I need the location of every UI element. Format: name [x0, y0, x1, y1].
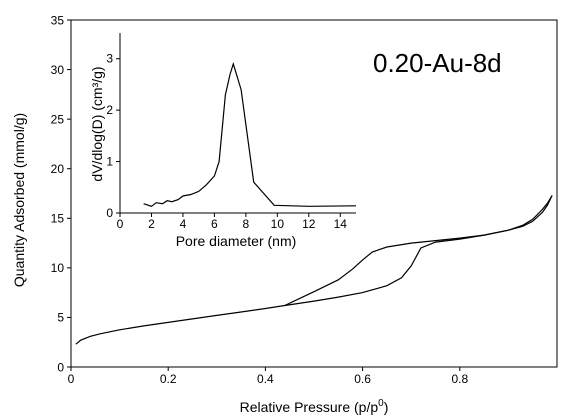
inset-y-axis: 0 1 2 3 [106, 52, 120, 220]
inset-x-axis: 0 2 4 6 8 10 12 14 [117, 213, 348, 231]
x-tick-label: 2 [148, 217, 155, 231]
x-tick-label: 0.4 [257, 372, 274, 386]
y-tick-label: 2 [106, 103, 113, 117]
x-tick-label: 14 [334, 217, 348, 231]
main-x-axis-label-text: Relative Pressure (p/p [240, 399, 379, 415]
y-tick-label: 1 [106, 155, 113, 169]
series-line-1 [284, 195, 553, 307]
main-x-axis-label-close: ) [384, 399, 389, 415]
y-tick-label: 5 [57, 311, 64, 325]
main-series-lines [75, 195, 553, 345]
y-tick-label: 15 [51, 212, 65, 226]
y-tick-label: 3 [106, 52, 113, 66]
main-x-axis-label-superscript: 0 [378, 398, 384, 409]
x-tick-label: 6 [211, 217, 218, 231]
y-tick-label: 10 [51, 261, 65, 275]
x-tick-label: 0.2 [160, 372, 177, 386]
main-plot-frame [70, 19, 558, 368]
x-tick-label: 4 [180, 217, 187, 231]
main-x-axis: 0 0.2 0.4 0.6 0.8 [68, 367, 468, 386]
main-x-axis-label: Relative Pressure (p/p0) [240, 398, 389, 415]
y-tick-label: 0 [106, 206, 113, 220]
y-tick-label: 35 [51, 13, 65, 27]
y-tick-label: 30 [51, 63, 65, 77]
inset-y-axis-label: dV/dlog(D) (cm³/g) [89, 66, 105, 181]
x-tick-label: 0.8 [451, 372, 468, 386]
series-line-0 [143, 61, 357, 207]
inset-series-lines [143, 61, 357, 207]
x-tick-label: 12 [302, 217, 316, 231]
inset-x-axis-label: Pore diameter (nm) [176, 233, 297, 249]
main-y-axis-label: Quantity Adsorbed (mmol/g) [11, 113, 27, 287]
x-tick-label: 0.6 [354, 372, 371, 386]
y-tick-label: 25 [51, 112, 65, 126]
y-tick-label: 0 [57, 360, 64, 374]
main-y-axis: 0 5 10 15 20 25 30 35 [51, 13, 71, 374]
inset-plot-background [116, 30, 358, 213]
x-tick-label: 0 [68, 372, 75, 386]
x-tick-label: 0 [117, 217, 124, 231]
x-tick-label: 8 [243, 217, 250, 231]
y-tick-label: 20 [51, 162, 65, 176]
sample-annotation: 0.20-Au-8d [373, 48, 502, 78]
x-tick-label: 10 [271, 217, 285, 231]
